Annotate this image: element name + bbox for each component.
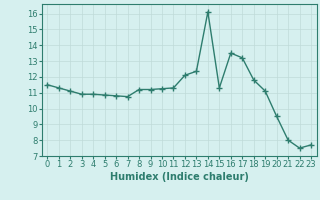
X-axis label: Humidex (Indice chaleur): Humidex (Indice chaleur) (110, 172, 249, 182)
